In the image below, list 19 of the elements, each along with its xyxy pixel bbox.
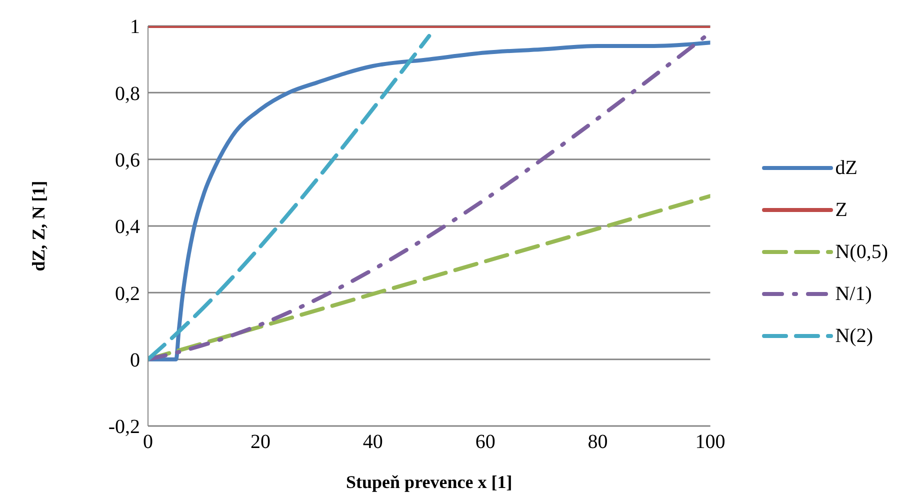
y-tick-label: 0,6 [115, 149, 140, 172]
x-tick-label: 40 [362, 431, 383, 454]
x-tick-label: 80 [588, 431, 608, 454]
x-tick-label: 20 [250, 431, 270, 454]
x-tick-label: 60 [475, 431, 496, 454]
x-tick-label: 100 [695, 431, 726, 454]
legend-label: N(0,5) [835, 240, 888, 264]
y-tick-label: 0,8 [115, 82, 140, 105]
legend-label: N/1) [835, 282, 872, 306]
legend-label: dZ [835, 156, 858, 180]
legend-label: N(2) [835, 324, 873, 348]
y-tick-label: 0,2 [115, 282, 140, 305]
y-tick-label: -0,2 [108, 416, 140, 438]
y-axis-title: dZ, Z, N [1] [28, 180, 48, 272]
x-axis-title: Stupeň prevence x [1] [346, 472, 512, 492]
y-tick-label: 0,4 [115, 216, 140, 238]
legend-label: Z [835, 198, 848, 222]
y-tick-label: 1 [130, 16, 140, 38]
y-tick-label: 0 [130, 349, 140, 372]
